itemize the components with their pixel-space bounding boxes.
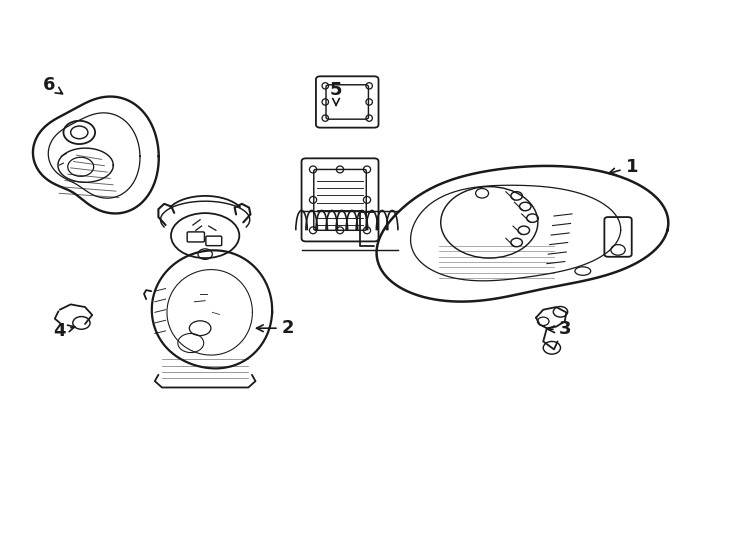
Text: 3: 3: [548, 320, 571, 338]
Text: 2: 2: [257, 319, 294, 337]
Text: 6: 6: [43, 76, 62, 94]
Text: 5: 5: [330, 81, 342, 105]
Text: 4: 4: [53, 322, 75, 340]
Text: 1: 1: [608, 158, 638, 176]
